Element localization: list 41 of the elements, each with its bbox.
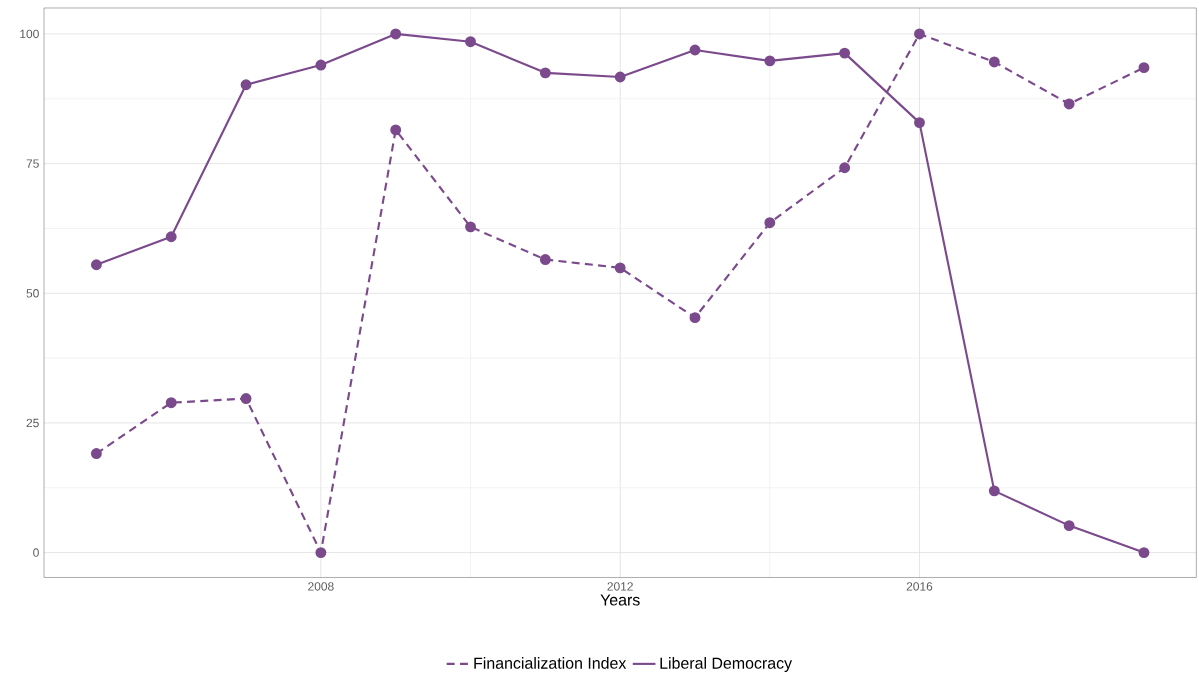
- point: [240, 79, 252, 91]
- point: [165, 397, 177, 409]
- point: [390, 28, 402, 40]
- point: [614, 71, 626, 83]
- point: [465, 221, 476, 233]
- point: [1138, 62, 1150, 74]
- point: [988, 56, 1000, 68]
- point: [390, 124, 402, 136]
- y-tick-label: 100: [20, 29, 39, 39]
- point: [1138, 547, 1150, 559]
- point: [465, 36, 476, 48]
- point: [764, 55, 776, 67]
- point: [914, 28, 925, 40]
- point: [614, 262, 626, 274]
- point: [315, 59, 327, 71]
- point: [839, 47, 851, 59]
- point: [914, 117, 925, 129]
- x-tick-label: 2016: [906, 582, 933, 591]
- point: [689, 44, 701, 56]
- y-tick-label: 75: [26, 159, 39, 169]
- y-tick-label: 50: [26, 289, 39, 298]
- point: [839, 162, 851, 174]
- point: [90, 259, 102, 271]
- legend-label: Financialization Index: [474, 657, 627, 670]
- x-tick-label: 2008: [308, 582, 334, 591]
- y-tick-label: 0: [33, 548, 39, 558]
- point: [539, 67, 551, 79]
- y-tick-label: 25: [26, 418, 39, 428]
- point: [1063, 98, 1075, 110]
- point: [1063, 520, 1075, 532]
- x-tick-label: 2012: [607, 582, 633, 591]
- point: [988, 485, 1000, 497]
- point: [764, 217, 776, 229]
- point: [90, 448, 102, 460]
- point: [240, 393, 252, 405]
- legend-label: Liberal Democracy: [660, 657, 793, 673]
- point: [165, 231, 177, 243]
- x-axis-title: Years: [600, 594, 640, 606]
- point: [689, 312, 701, 324]
- point: [315, 547, 327, 559]
- point: [539, 254, 551, 266]
